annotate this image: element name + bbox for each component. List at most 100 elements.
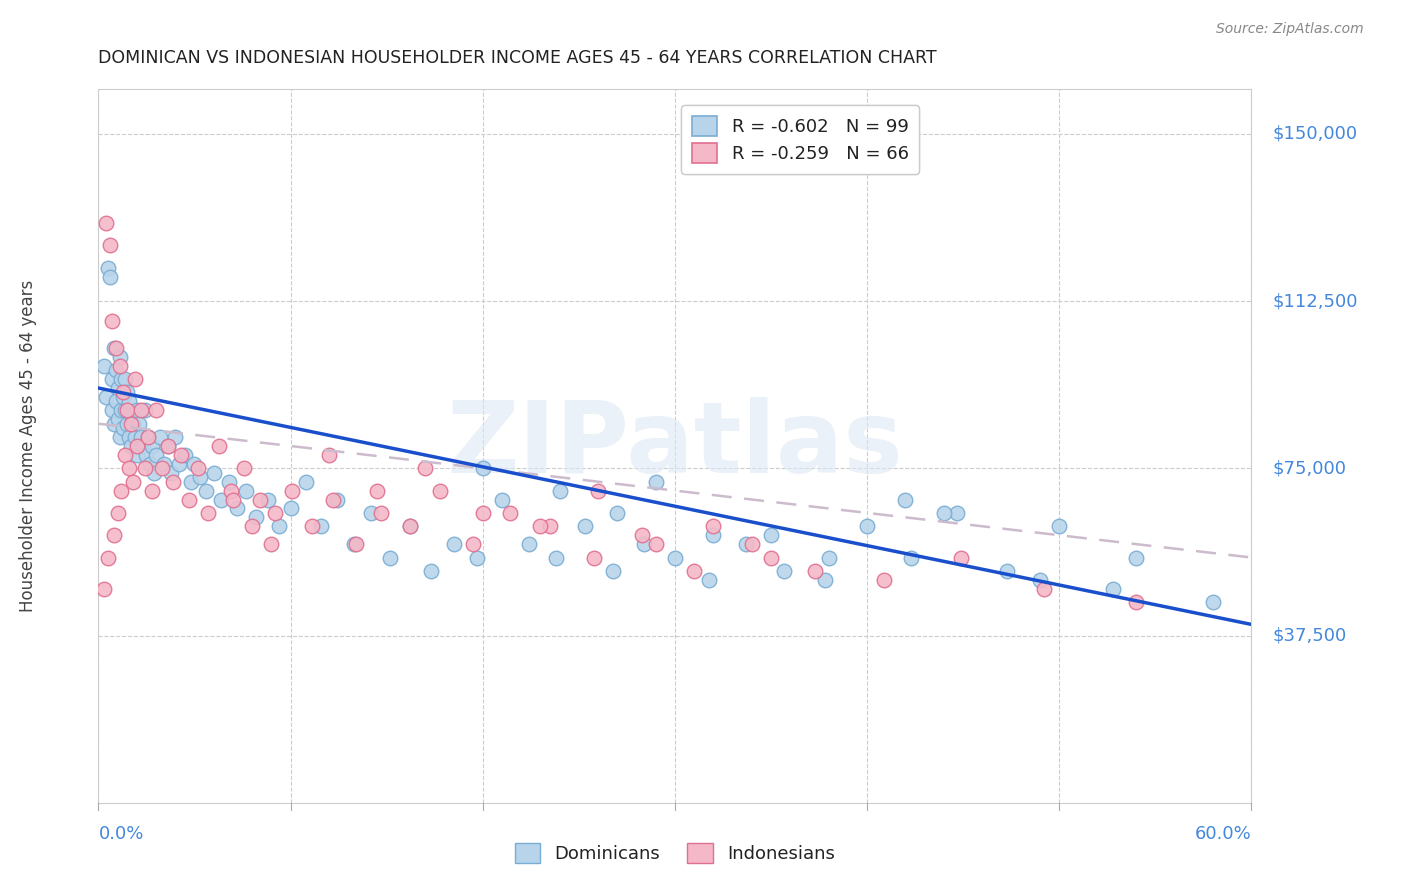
Point [101,403,124,417]
Point [218,475,240,489]
Point [150,461,173,475]
Point [117,417,138,431]
Point [894,492,917,507]
Point [162,475,184,489]
Point [94,216,117,230]
Text: 0.0%: 0.0% [98,825,143,843]
Point [644,537,666,551]
Point [398,519,420,533]
Point [112,385,135,400]
Point [195,483,218,498]
Point [107,381,129,395]
Point [735,537,758,551]
Point [325,492,347,507]
Point [413,461,436,475]
Point [104,363,127,377]
Text: $37,500: $37,500 [1272,626,1347,645]
Point [167,457,190,471]
Point [264,506,287,520]
Point [1032,582,1054,596]
Point [103,417,125,431]
Point [280,501,302,516]
Point [145,403,167,417]
Point [125,448,148,462]
Point [461,537,484,551]
Point [110,372,132,386]
Point [465,550,488,565]
Point [225,501,247,516]
Point [322,492,344,507]
Point [202,466,225,480]
Point [644,475,666,489]
Point [122,475,145,489]
Point [260,537,283,551]
Point [419,564,441,578]
Point [932,506,955,520]
Point [498,506,520,520]
Point [209,492,232,507]
Point [741,537,763,551]
Point [370,506,392,520]
Point [219,483,242,498]
Point [950,550,973,565]
Point [702,519,724,533]
Point [122,417,145,431]
Point [135,448,157,462]
Point [856,519,879,533]
Text: $112,500: $112,500 [1272,292,1358,310]
Point [1125,550,1147,565]
Point [759,528,782,542]
Point [301,519,323,533]
Point [1102,582,1125,596]
Point [120,417,142,431]
Point [1202,595,1225,609]
Point [160,466,183,480]
Point [125,439,148,453]
Point [318,448,340,462]
Point [235,483,257,498]
Legend: Dominicans, Indonesians: Dominicans, Indonesians [503,832,846,874]
Legend: R = -0.602   N = 99, R = -0.259   N = 66: R = -0.602 N = 99, R = -0.259 N = 66 [681,105,920,174]
Point [773,564,796,578]
Point [165,430,187,444]
Point [134,403,156,417]
Point [946,506,969,520]
Point [145,448,167,462]
Point [124,430,146,444]
Point [170,448,193,462]
Point [281,483,304,498]
Point [152,457,174,471]
Point [631,528,654,542]
Point [120,439,142,453]
Point [107,506,129,520]
Point [586,483,609,498]
Point [471,506,494,520]
Point [97,260,120,275]
Point [110,483,132,498]
Point [104,341,127,355]
Point [131,439,153,453]
Text: 60.0%: 60.0% [1195,825,1251,843]
Point [156,439,179,453]
Point [398,519,420,533]
Point [1125,595,1147,609]
Point [143,466,166,480]
Point [134,461,156,475]
Point [804,564,827,578]
Point [180,475,202,489]
Point [118,394,141,409]
Point [759,550,782,565]
Point [107,412,129,426]
Point [101,314,124,328]
Point [529,519,551,533]
Point [118,461,141,475]
Point [104,394,127,409]
Point [124,372,146,386]
Point [117,385,138,400]
Point [443,537,465,551]
Point [114,448,136,462]
Point [138,430,160,444]
Point [156,439,179,453]
Point [702,528,724,542]
Point [112,421,135,435]
